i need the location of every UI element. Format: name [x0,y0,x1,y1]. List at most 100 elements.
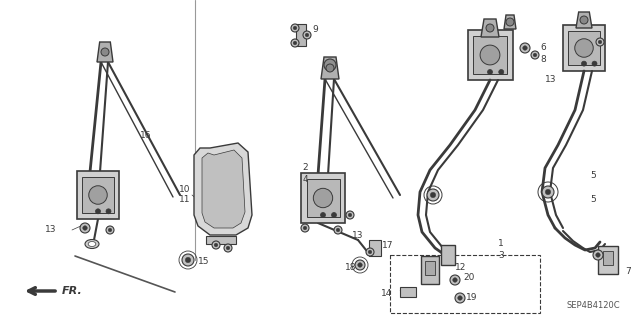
Text: 19: 19 [466,293,477,301]
Polygon shape [576,12,592,28]
Circle shape [314,188,333,208]
Circle shape [355,260,365,270]
Circle shape [480,45,500,65]
Bar [441,245,455,265]
Bar [563,25,605,71]
Bar [83,177,114,213]
Text: 13: 13 [352,231,364,240]
Circle shape [452,278,457,282]
Ellipse shape [88,241,96,247]
Circle shape [575,39,593,57]
Circle shape [291,24,299,32]
Circle shape [458,296,462,300]
Circle shape [332,212,337,218]
Text: 5: 5 [590,170,596,180]
Text: 3: 3 [498,251,504,261]
Circle shape [592,61,597,66]
Polygon shape [194,143,252,235]
Text: 11: 11 [179,196,190,204]
Text: 4: 4 [302,175,308,184]
Bar [473,36,507,74]
Circle shape [486,24,494,32]
Text: 13: 13 [45,226,56,234]
Circle shape [106,226,114,234]
Circle shape [303,31,311,39]
Circle shape [212,241,220,249]
Bar [206,236,236,244]
Bar [598,246,618,274]
Circle shape [582,61,586,66]
Bar [77,171,119,219]
Text: 20: 20 [463,273,474,283]
Text: 6: 6 [540,43,546,53]
Circle shape [336,228,340,232]
Circle shape [488,70,493,75]
Bar [369,240,381,256]
Circle shape [334,226,342,234]
Circle shape [366,248,374,256]
Text: 1: 1 [498,240,504,249]
Circle shape [346,211,354,219]
Circle shape [499,70,504,75]
Circle shape [83,226,87,230]
Circle shape [226,246,230,250]
Bar [296,24,306,46]
Circle shape [224,244,232,252]
Circle shape [186,257,191,263]
Circle shape [368,250,372,254]
Circle shape [520,43,530,53]
Polygon shape [504,15,516,29]
Text: 8: 8 [540,56,546,64]
Circle shape [291,39,299,47]
Text: 17: 17 [382,241,394,249]
Bar [390,255,540,313]
Text: 13: 13 [545,76,557,85]
Text: 10: 10 [179,186,190,195]
Circle shape [358,263,362,267]
Text: FR.: FR. [62,286,83,296]
Bar [425,261,435,275]
Polygon shape [97,42,113,62]
Circle shape [324,59,336,71]
Circle shape [108,228,112,232]
Circle shape [348,213,352,217]
Circle shape [455,293,465,303]
Circle shape [427,189,439,201]
Polygon shape [202,150,245,228]
Circle shape [430,192,436,198]
Circle shape [531,51,539,59]
Circle shape [542,186,554,198]
Circle shape [580,16,588,24]
Text: 15: 15 [198,257,209,266]
Bar [301,173,345,223]
Polygon shape [321,57,339,79]
Circle shape [321,212,326,218]
Text: 7: 7 [625,268,631,277]
Circle shape [301,224,309,232]
Circle shape [545,189,550,195]
Circle shape [598,40,602,44]
Text: 14: 14 [381,288,392,298]
Circle shape [293,41,297,45]
Circle shape [214,243,218,247]
Text: 9: 9 [312,26,317,34]
Circle shape [596,38,604,46]
Circle shape [305,33,309,37]
Text: 5: 5 [590,196,596,204]
Text: 18: 18 [345,263,356,272]
Bar [568,31,600,65]
Bar [467,30,513,80]
Circle shape [80,223,90,233]
Text: 2: 2 [302,164,308,173]
Circle shape [326,64,334,72]
Text: 16: 16 [140,130,152,139]
Bar [400,287,416,297]
Circle shape [101,48,109,56]
Bar [603,251,613,265]
Circle shape [89,186,108,204]
Circle shape [293,26,297,30]
Circle shape [596,253,600,257]
Polygon shape [481,19,499,37]
Circle shape [533,53,537,57]
Circle shape [182,254,194,266]
